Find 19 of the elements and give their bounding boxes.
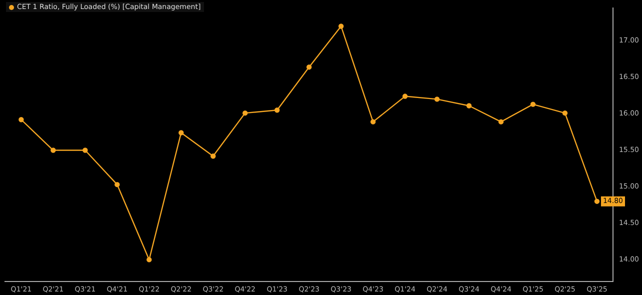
point: [114, 182, 120, 188]
point: [274, 108, 280, 113]
point: [402, 94, 408, 99]
point: [178, 130, 184, 136]
point: [338, 24, 344, 29]
point: [498, 119, 504, 124]
point: [530, 102, 536, 107]
point: [594, 198, 600, 204]
point: [50, 148, 56, 153]
point: [306, 64, 312, 70]
point: [210, 154, 216, 159]
point: [242, 110, 248, 116]
point: [82, 148, 88, 153]
point: [434, 96, 440, 102]
point: [370, 119, 376, 124]
point: [18, 117, 24, 122]
point: [562, 110, 568, 116]
point: [146, 257, 152, 262]
point: [466, 103, 472, 108]
